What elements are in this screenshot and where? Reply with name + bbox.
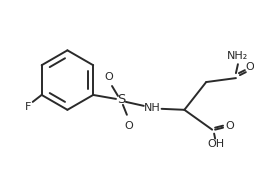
Text: S: S: [117, 93, 125, 106]
Text: O: O: [105, 72, 113, 82]
Text: O: O: [226, 121, 234, 131]
Text: NH₂: NH₂: [227, 51, 249, 61]
Text: NH: NH: [144, 103, 161, 113]
Text: O: O: [245, 62, 254, 72]
Text: O: O: [124, 121, 133, 131]
Text: OH: OH: [208, 139, 225, 149]
Text: F: F: [25, 102, 31, 112]
